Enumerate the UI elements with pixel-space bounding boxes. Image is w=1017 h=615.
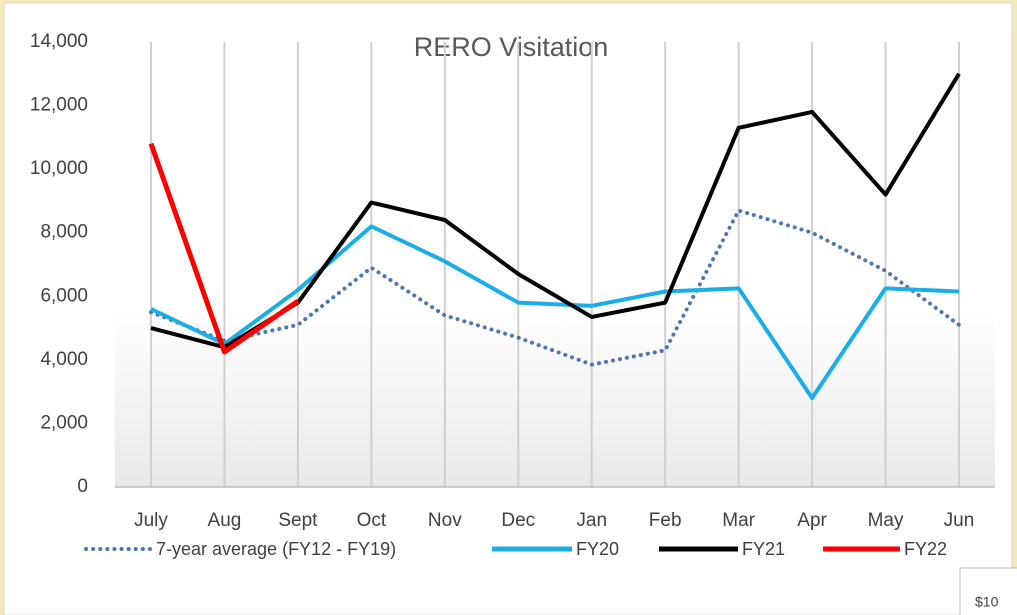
x-tick-label: Apr	[797, 510, 827, 531]
x-tick-label: Feb	[649, 510, 682, 531]
y-tick-label: 10,000	[30, 158, 88, 179]
y-tick-label: 2,000	[40, 412, 88, 433]
series-line	[148, 142, 300, 355]
x-tick-label: Mar	[722, 510, 755, 531]
x-tick-label: Jan	[576, 510, 607, 531]
x-tick-label: Oct	[357, 510, 387, 531]
y-tick-label: 0	[77, 476, 88, 497]
x-tick-label: May	[868, 510, 904, 531]
chart-title: RERO Visitation	[414, 32, 609, 62]
y-tick-label: 14,000	[30, 31, 88, 52]
y-tick-label: 12,000	[30, 95, 88, 116]
y-tick-label: 6,000	[40, 285, 88, 306]
x-tick-label: Sept	[278, 510, 318, 531]
x-tick-label: July	[134, 510, 168, 531]
x-tick-label: Jun	[944, 510, 975, 531]
plot: 0 2,000 4,000 6,000 8,000 10,000 12,000 14,000 J…	[30, 31, 995, 559]
plot-area	[115, 42, 995, 487]
series-line	[150, 224, 960, 400]
y-tick-label: 4,000	[40, 349, 88, 370]
y-tick-label: 8,000	[40, 222, 88, 243]
legend-label: FY20	[576, 539, 619, 559]
legend-label: FY22	[904, 539, 947, 559]
annotation: $10	[975, 594, 999, 610]
x-tick-label: Aug	[208, 510, 242, 531]
x-tick-label: Nov	[428, 510, 462, 531]
legend-label: FY21	[742, 539, 785, 559]
legend-label: 7-year average (FY12 - FY19)	[156, 539, 396, 559]
series-line	[149, 208, 961, 367]
x-tick-label: Dec	[501, 510, 535, 531]
overlap-box	[959, 567, 1017, 615]
